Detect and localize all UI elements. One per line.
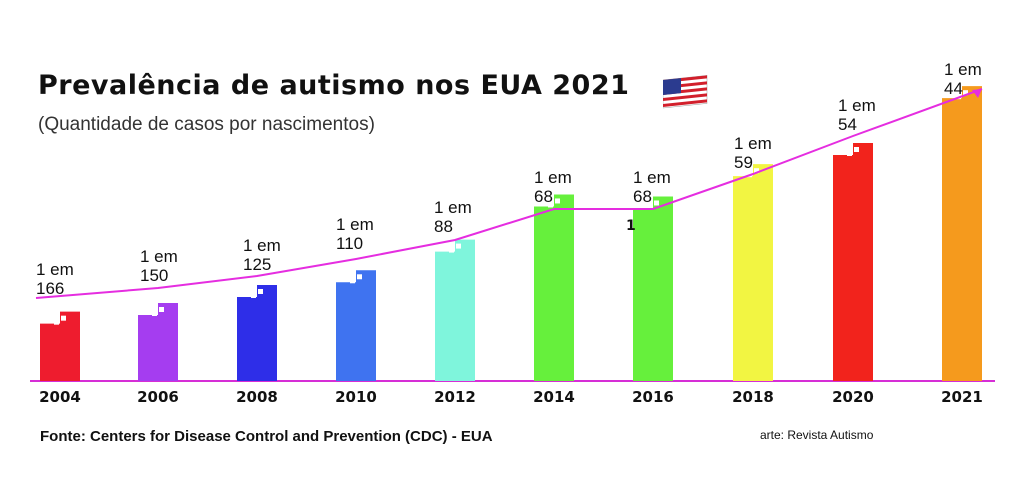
value-label-line2: 88 (434, 217, 453, 236)
x-tick-label: 2018 (732, 388, 774, 406)
value-label-line1: 1 em (434, 198, 472, 217)
bar-notch (854, 147, 859, 152)
x-tick-label: 2012 (434, 388, 476, 406)
bar-notch (251, 293, 256, 298)
bar-notch (647, 204, 652, 210)
value-label-line2: 68 (633, 187, 652, 206)
bar-2014 (534, 194, 574, 381)
bar-2010 (336, 270, 376, 381)
value-label-line2: 68 (534, 187, 553, 206)
x-tick-label: 2008 (236, 388, 278, 406)
value-label-line2: 166 (36, 279, 64, 298)
value-label-line1: 1 em (633, 168, 671, 187)
bar-notch (847, 151, 852, 156)
x-tick-label: 2021 (941, 388, 983, 406)
bar-notch (159, 307, 164, 312)
bar-2021 (942, 86, 982, 381)
value-label-line2: 150 (140, 266, 168, 285)
value-label-line1: 1 em (734, 134, 772, 153)
value-label-line1: 1 em (243, 236, 281, 255)
bar-2016 (633, 196, 673, 381)
bar-2020 (833, 143, 873, 381)
bar-notch (754, 168, 759, 174)
value-label-line1: 1 em (838, 96, 876, 115)
x-tick-label: 2014 (533, 388, 575, 406)
value-label-line2: 59 (734, 153, 753, 172)
bar-notch (456, 243, 461, 249)
chart-subtitle: (Quantidade de casos por nascimentos) (38, 114, 375, 135)
bar-notch (152, 311, 157, 316)
x-tick-label: 2016 (632, 388, 674, 406)
chart-title: Prevalência de autismo nos EUA 2021 (38, 70, 630, 101)
x-tick-label: 2010 (335, 388, 377, 406)
bar-2018 (733, 164, 773, 381)
bar-notch (548, 202, 553, 208)
source-note: Fonte: Centers for Disease Control and P… (40, 428, 493, 445)
bar-2012 (435, 239, 475, 381)
credit-note: arte: Revista Autismo (760, 428, 874, 442)
bar-notch (61, 315, 66, 321)
bar-notch (963, 90, 968, 96)
bar-notch (654, 200, 659, 206)
bar-2006 (138, 303, 178, 381)
bar-2008 (237, 285, 277, 381)
usa-flag-icon (663, 75, 708, 109)
x-tick-label: 2020 (832, 388, 874, 406)
bar-notch (54, 319, 59, 325)
bar-notch (449, 247, 454, 253)
bar-2004 (40, 311, 80, 381)
trend-arrowhead (972, 89, 982, 98)
value-label-line1: 1 em (336, 215, 374, 234)
value-label-line1: 1 em (534, 168, 572, 187)
x-tick-label: 2006 (137, 388, 179, 406)
value-label-line2: 125 (243, 255, 271, 274)
bar-notch (555, 198, 560, 204)
value-label-line1: 1 em (140, 247, 178, 266)
bar-notch (350, 278, 355, 284)
value-label-line1: 1 em (944, 60, 982, 79)
value-label-line2: 54 (838, 115, 857, 134)
trend-line (35, 88, 983, 299)
value-label-line2: 44 (944, 79, 963, 98)
bar-notch (357, 274, 362, 280)
x-tick-label: 2004 (39, 388, 81, 406)
value-label-line1: 1 em (36, 260, 74, 279)
value-label-line2: 110 (336, 234, 363, 253)
annotation-label: 1 (626, 218, 636, 234)
bar-notch (258, 289, 263, 294)
